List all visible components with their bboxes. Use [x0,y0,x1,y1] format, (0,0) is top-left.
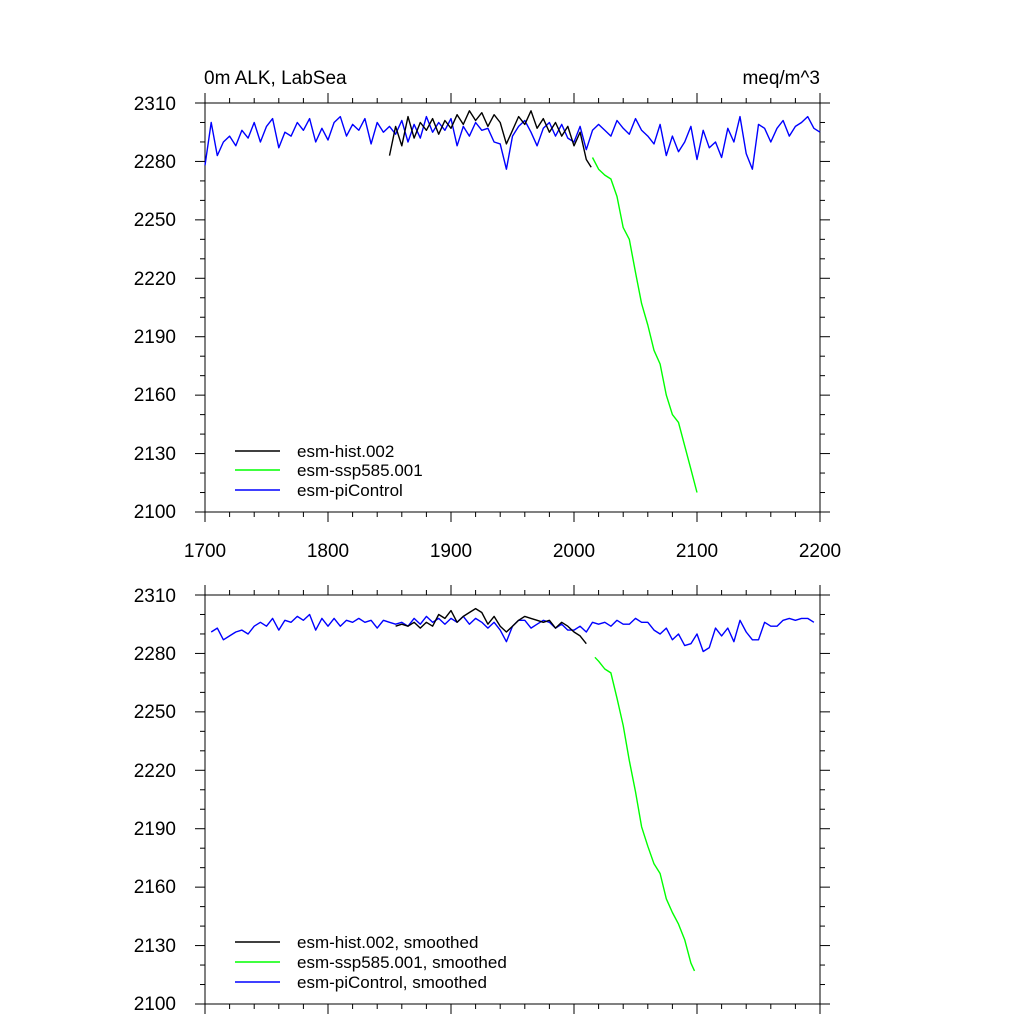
top-x-tick-label: 1900 [430,541,472,562]
top-x-tick-label: 2100 [676,541,718,562]
top-axis-ticks [195,93,830,522]
legend-label-hist-smoothed: esm-hist.002, smoothed [297,933,478,952]
top-y-tick-label: 2160 [134,385,176,406]
bottom-y-tick-label: 2190 [134,819,176,840]
bottom-series-group [210,607,815,972]
bottom-panel: 2100 2130 2160 2190 2220 2250 2280 2310 … [134,585,830,1015]
top-plot-frame [204,102,821,513]
top-x-tick-label: 1800 [307,541,349,562]
legend-label-picontrol-smoothed: esm-piControl, smoothed [297,973,487,992]
top-series-esm-ssp585-001 [591,157,698,493]
units-label: meq/m^3 [742,68,820,89]
top-y-tick-label: 2130 [134,444,176,465]
bottom-legend: esm-hist.002, smoothed esm-ssp585.001, s… [235,933,507,992]
bottom-y-tick-label: 2280 [134,644,176,665]
top-series-group [204,110,821,493]
bottom-series-esm-hist-002-smoothed [395,607,587,645]
bottom-y-tick-label: 2100 [134,994,176,1015]
legend-label-hist: esm-hist.002 [297,442,394,461]
bottom-series-esm-ssp585-001-smoothed [594,656,696,972]
top-y-tick-label: 2310 [134,94,176,115]
top-y-tick-labels: 2100 2130 2160 2190 2220 2250 2280 2310 [134,94,176,523]
bottom-y-tick-label: 2220 [134,761,176,782]
top-x-tick-label: 2000 [553,541,595,562]
bottom-y-tick-label: 2160 [134,877,176,898]
bottom-axis-ticks [195,585,830,1014]
top-panel: 0m ALK, LabSea meq/m^3 2100 2130 2160 21… [134,68,841,562]
bottom-y-tick-label: 2250 [134,702,176,723]
legend-label-ssp585-smoothed: esm-ssp585.001, smoothed [297,953,507,972]
legend-label-ssp585: esm-ssp585.001 [297,461,423,480]
top-y-tick-label: 2250 [134,210,176,231]
legend-label-picontrol: esm-piControl [297,481,403,500]
bottom-y-tick-label: 2310 [134,586,176,607]
top-x-tick-label: 2200 [799,541,841,562]
top-y-tick-label: 2220 [134,269,176,290]
bottom-series-esm-picontrol-smoothed [210,613,815,653]
top-series-esm-picontrol [204,115,821,170]
top-x-tick-label: 1700 [184,541,226,562]
top-series-esm-hist-002 [388,110,592,168]
top-y-tick-label: 2100 [134,502,176,523]
bottom-y-tick-label: 2130 [134,936,176,957]
top-legend: esm-hist.002 esm-ssp585.001 esm-piContro… [235,442,423,500]
top-y-tick-label: 2280 [134,152,176,173]
bottom-plot-frame [204,594,821,1005]
bottom-y-tick-labels: 2100 2130 2160 2190 2220 2250 2280 2310 [134,586,176,1015]
chart-title: 0m ALK, LabSea [204,68,347,89]
top-y-tick-label: 2190 [134,327,176,348]
top-x-tick-labels: 1700 1800 1900 2000 2100 2200 [184,541,841,562]
